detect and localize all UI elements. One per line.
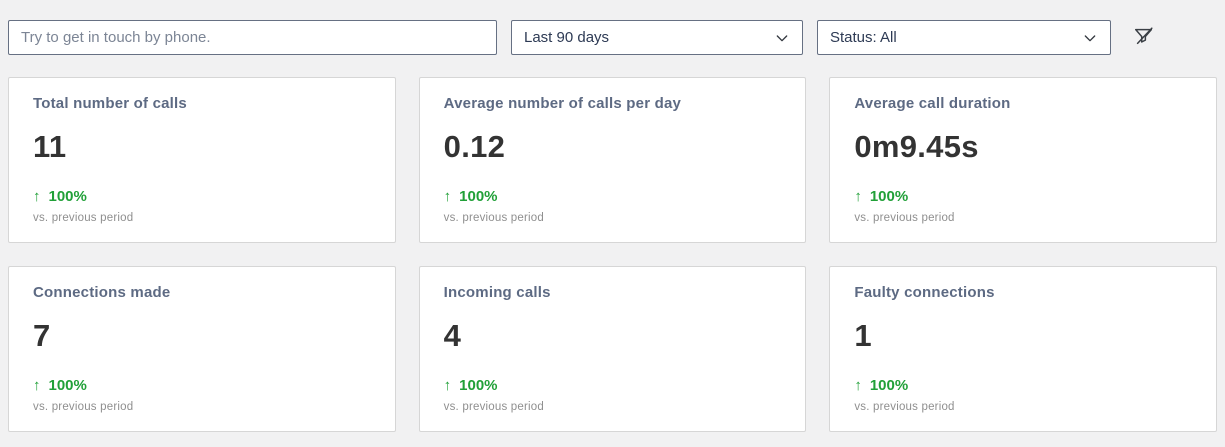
- trend: ↑ 100%: [854, 188, 1192, 205]
- chevron-down-icon: [1082, 30, 1098, 46]
- card-value: 0m9.45s: [854, 129, 979, 164]
- trend: ↑ 100%: [33, 188, 371, 205]
- stat-card-avg-call-duration: Average call duration 0m9.45s ↑ 100% vs.…: [829, 77, 1217, 243]
- stat-card-avg-calls-per-day: Average number of calls per day 0.12 ↑ 1…: [418, 77, 807, 243]
- trend-value: 100%: [869, 377, 909, 394]
- card-value: 11: [33, 129, 67, 164]
- compare-label: vs. previous period: [854, 212, 955, 224]
- status-dropdown[interactable]: Status: All: [817, 20, 1111, 55]
- period-dropdown-value: Last 90 days: [524, 29, 610, 46]
- search-input[interactable]: [8, 20, 497, 55]
- card-value: 4: [443, 318, 462, 353]
- arrow-up-icon: ↑: [443, 188, 452, 205]
- filter-off-icon: [1133, 25, 1155, 50]
- trend: ↑ 100%: [444, 188, 782, 205]
- card-value: 0.12: [443, 129, 506, 164]
- clear-filters-button[interactable]: [1129, 23, 1159, 53]
- arrow-up-icon: ↑: [443, 377, 452, 394]
- trend-value: 100%: [459, 377, 498, 394]
- chevron-down-icon: [774, 30, 790, 46]
- card-title: Average number of calls per day: [443, 95, 682, 112]
- arrow-up-icon: ↑: [854, 377, 862, 394]
- trend-value: 100%: [459, 188, 498, 205]
- compare-label: vs. previous period: [443, 401, 544, 413]
- period-dropdown[interactable]: Last 90 days: [511, 20, 803, 55]
- trend: ↑ 100%: [854, 377, 1192, 394]
- compare-label: vs. previous period: [33, 401, 134, 413]
- stat-card-total-calls: Total number of calls 11 ↑ 100% vs. prev…: [8, 77, 396, 243]
- card-value: 7: [33, 318, 51, 353]
- arrow-up-icon: ↑: [33, 377, 41, 394]
- arrow-up-icon: ↑: [854, 188, 862, 205]
- trend: ↑ 100%: [33, 377, 371, 394]
- filter-bar: Last 90 days Status: All: [0, 0, 1225, 55]
- trend-value: 100%: [869, 188, 909, 205]
- stat-cards-grid: Total number of calls 11 ↑ 100% vs. prev…: [8, 77, 1217, 432]
- trend: ↑ 100%: [444, 377, 782, 394]
- arrow-up-icon: ↑: [33, 188, 41, 205]
- compare-label: vs. previous period: [443, 212, 544, 224]
- card-title: Total number of calls: [33, 95, 187, 112]
- stat-card-faulty-connections: Faulty connections 1 ↑ 100% vs. previous…: [829, 266, 1217, 432]
- compare-label: vs. previous period: [854, 401, 955, 413]
- card-title: Incoming calls: [443, 284, 551, 301]
- stat-card-incoming-calls: Incoming calls 4 ↑ 100% vs. previous per…: [418, 266, 807, 432]
- card-title: Faulty connections: [854, 284, 995, 301]
- status-dropdown-value: Status: All: [830, 29, 897, 46]
- trend-value: 100%: [48, 377, 87, 394]
- stat-card-connections-made: Connections made 7 ↑ 100% vs. previous p…: [8, 266, 396, 432]
- card-value: 1: [854, 318, 872, 353]
- card-title: Average call duration: [854, 95, 1011, 112]
- compare-label: vs. previous period: [33, 212, 134, 224]
- card-title: Connections made: [33, 284, 171, 301]
- trend-value: 100%: [48, 188, 87, 205]
